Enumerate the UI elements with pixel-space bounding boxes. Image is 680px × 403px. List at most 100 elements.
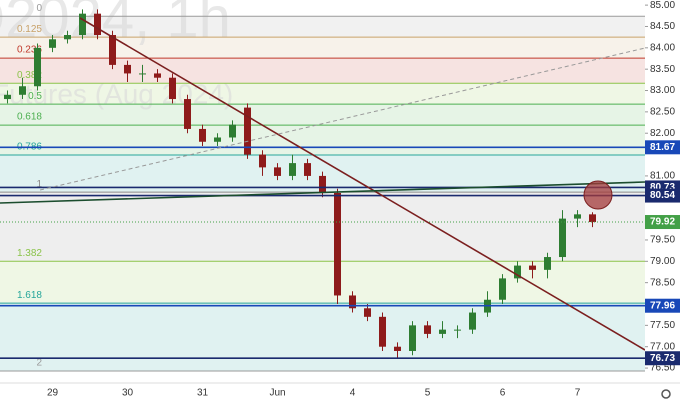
x-tick-label: 30 (122, 388, 134, 399)
candle-body (259, 154, 266, 168)
candle-body (544, 257, 551, 270)
price-label: 81.67 (650, 142, 675, 153)
fib-label: 0.618 (17, 112, 42, 123)
candle-body (394, 346, 401, 351)
price-label: 80.54 (650, 190, 675, 201)
fib-label: 0.236 (17, 45, 42, 56)
fib-label: 1 (36, 179, 42, 190)
y-tick-label: 77.00 (650, 341, 675, 352)
fib-zone (0, 192, 645, 262)
fib-zone (0, 303, 645, 372)
fib-label: 2 (36, 358, 42, 369)
candle-body (139, 73, 146, 75)
x-tick-label: 7 (575, 388, 581, 399)
y-tick-label: 78.50 (650, 277, 675, 288)
fib-label: 1.382 (17, 248, 42, 259)
trend-line (0, 181, 646, 204)
candle-body (169, 77, 176, 100)
candle-body (589, 214, 596, 223)
settings-icon[interactable] (661, 389, 671, 399)
plot: 00.1250.2360.3820.50.6180.78611.3821.618… (0, 3, 645, 372)
candle-body (304, 163, 311, 176)
candle-body (274, 167, 281, 176)
price-tag (645, 351, 680, 366)
price-tag (645, 140, 680, 155)
candle-body (514, 265, 521, 279)
price-label: 76.73 (650, 353, 675, 364)
candle-body (4, 94, 11, 100)
candle-body (124, 64, 131, 74)
candle-body (364, 308, 371, 317)
y-tick-label: 82.50 (650, 107, 675, 118)
fib-zone (0, 125, 645, 155)
y-tick-label: 76.50 (650, 363, 675, 374)
fib-label: 0.5 (28, 91, 42, 102)
last-price-tag (645, 215, 680, 230)
y-tick-label: 84.00 (650, 42, 675, 53)
candle-body (454, 329, 461, 331)
candle-body (469, 312, 476, 330)
y-tick-label: 84.50 (650, 21, 675, 32)
candle-body (154, 73, 161, 78)
candle-body (349, 295, 356, 309)
candle-body (49, 39, 56, 48)
candle-body (19, 86, 26, 95)
fib-zone (0, 58, 645, 84)
x-tick-label: 29 (47, 388, 59, 399)
fib-label: 1.618 (17, 290, 42, 301)
y-tick-label: 82.00 (650, 128, 675, 139)
candle-body (214, 137, 221, 142)
candle-body (94, 13, 101, 36)
candle-body (439, 329, 446, 334)
last-price-label: 79.92 (650, 217, 675, 228)
x-tick-label: 4 (350, 388, 356, 399)
candle-body (409, 325, 416, 351)
trend-line (39, 47, 646, 191)
candle-body (424, 325, 431, 334)
x-tick-label: Jun (269, 388, 285, 399)
candle-body (319, 175, 326, 193)
candle-body (244, 107, 251, 155)
x-tick-label: 31 (197, 388, 209, 399)
fib-zone (0, 104, 645, 126)
fib-zone (0, 83, 645, 105)
candle-body (529, 265, 536, 270)
axes: 85.00 84.50 84.00 83.50 83.00 82.50 82.00 81.00… (47, 0, 680, 399)
fib-zone (0, 261, 645, 304)
candle-body (79, 13, 86, 36)
candle-body (559, 218, 566, 258)
price-tag (645, 188, 680, 203)
candle-body (379, 316, 386, 347)
candle-body (34, 47, 41, 87)
price-label: 80.73 (650, 182, 675, 193)
candle-body (229, 124, 236, 138)
candle-body (64, 35, 71, 40)
fib-label: 0.125 (17, 24, 42, 35)
candle-body (574, 214, 581, 219)
y-tick-label: 79.50 (650, 235, 675, 246)
price-tag (645, 298, 680, 313)
price-label: 77.96 (650, 300, 675, 311)
y-tick-label: 83.50 (650, 64, 675, 75)
candle-body (199, 128, 206, 142)
fib-zone (0, 37, 645, 59)
y-tick-label: 85.00 (650, 0, 675, 11)
x-tick-label: 5 (425, 388, 431, 399)
y-tick-label: 79.00 (650, 256, 675, 267)
trend-line (79, 17, 646, 351)
candle-body (184, 99, 191, 129)
x-tick-label: 6 (500, 388, 506, 399)
fib-label: 0 (36, 3, 42, 14)
candle-body (109, 35, 116, 65)
candle-body (499, 278, 506, 300)
candle-body (289, 163, 296, 176)
marker (583, 180, 613, 210)
fib-zone (0, 16, 645, 38)
y-tick-label: 81.00 (650, 171, 675, 182)
y-tick-label: 77.50 (650, 320, 675, 331)
y-tick-label: 83.00 (650, 85, 675, 96)
fib-label: 0.382 (17, 70, 42, 81)
time-axis (0, 383, 645, 403)
candle-body (334, 192, 341, 296)
